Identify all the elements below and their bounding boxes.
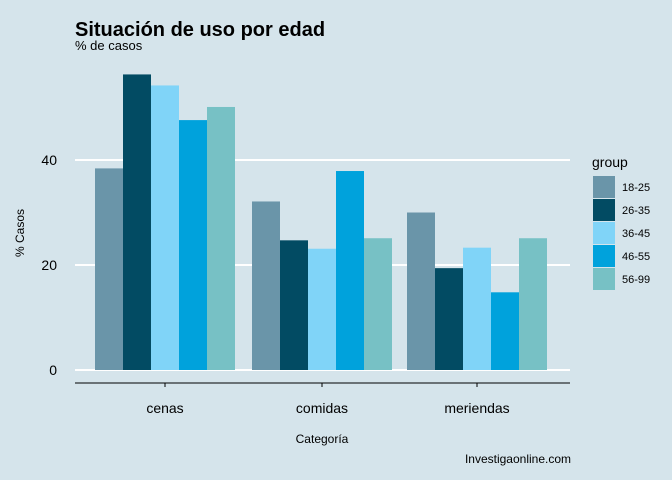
x-tick-label: meriendas bbox=[444, 400, 509, 416]
bar bbox=[179, 120, 207, 370]
y-axis-label: % Casos bbox=[13, 209, 27, 257]
y-tick-label: 0 bbox=[49, 362, 57, 378]
legend-label: 56-99 bbox=[622, 274, 650, 286]
bar bbox=[491, 292, 519, 370]
legend: group 18-25 26-35 36-45 46-55 56-99 bbox=[592, 154, 650, 290]
bar bbox=[280, 240, 308, 370]
bar bbox=[123, 74, 151, 371]
bar bbox=[95, 168, 123, 370]
y-tick-label: 40 bbox=[41, 152, 57, 168]
legend-label: 36-45 bbox=[622, 228, 650, 240]
legend-label: 18-25 bbox=[622, 182, 650, 194]
legend-label: 26-35 bbox=[622, 205, 650, 217]
legend-swatch bbox=[593, 245, 615, 267]
legend-swatch bbox=[593, 176, 615, 198]
bars bbox=[95, 74, 547, 371]
chart-title: Situación de uso por edad bbox=[75, 19, 325, 41]
legend-swatch bbox=[593, 199, 615, 221]
chart-subtitle: % de casos bbox=[75, 38, 143, 53]
legend-swatch bbox=[593, 268, 615, 290]
x-axis: cenas comidas meriendas bbox=[75, 382, 570, 416]
bar bbox=[151, 85, 179, 370]
x-axis-label: Categoría bbox=[296, 432, 349, 446]
y-tick-label: 20 bbox=[41, 257, 57, 273]
chart-caption: Investigaonline.com bbox=[465, 452, 571, 466]
bar bbox=[308, 248, 336, 370]
bar bbox=[364, 238, 392, 370]
x-tick-label: comidas bbox=[296, 400, 348, 416]
bar bbox=[336, 171, 364, 370]
x-tick-label: cenas bbox=[146, 400, 183, 416]
legend-label: 46-55 bbox=[622, 251, 650, 263]
bar bbox=[519, 238, 547, 370]
bar bbox=[252, 201, 280, 370]
bar bbox=[207, 106, 235, 370]
legend-swatch bbox=[593, 222, 615, 244]
bar bbox=[407, 212, 435, 370]
bar bbox=[435, 268, 463, 370]
legend-title: group bbox=[592, 154, 628, 170]
bar bbox=[463, 247, 491, 370]
